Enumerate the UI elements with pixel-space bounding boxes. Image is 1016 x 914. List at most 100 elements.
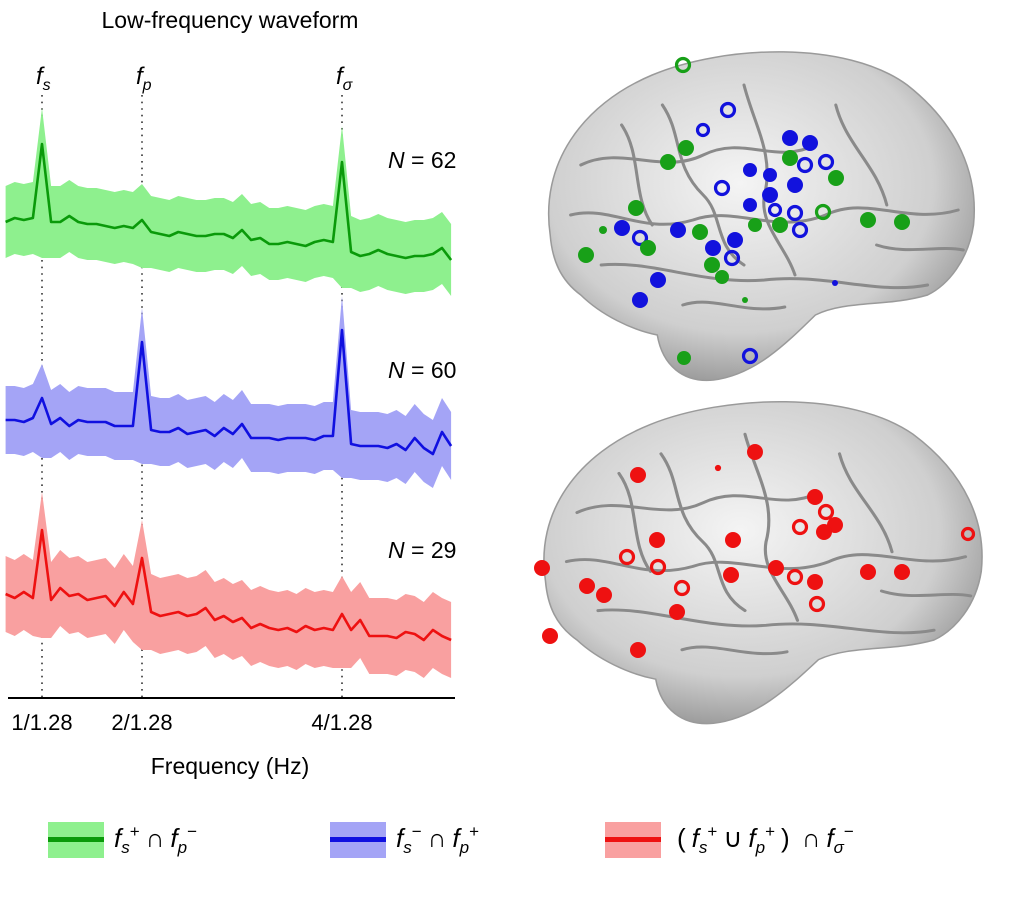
electrode-marker-filled	[704, 257, 720, 273]
brain-renderings	[534, 51, 983, 725]
brain-sulcus	[837, 452, 894, 554]
confidence-band	[5, 492, 452, 678]
brain-top	[548, 51, 975, 382]
electrode-marker-filled	[743, 198, 757, 212]
electrode-marker-ring	[673, 579, 691, 597]
electrode-marker-ring	[796, 156, 814, 174]
confidence-band	[5, 108, 452, 296]
brain-sulcus	[875, 243, 965, 252]
electrode-marker-ring	[674, 56, 692, 74]
electrode-marker-filled	[578, 247, 594, 263]
sample-size-label: N = 29	[388, 537, 456, 563]
electrode-marker-ring	[713, 179, 731, 197]
electrode-marker-filled	[743, 163, 757, 177]
electrode-marker-filled	[763, 168, 777, 182]
electrode-marker-ring	[719, 101, 737, 119]
legend-swatch	[605, 822, 661, 858]
electrode-marker-filled	[742, 297, 748, 303]
electrode-marker-ring	[817, 153, 835, 171]
electrode-marker-ring	[618, 548, 636, 566]
x-tick-label: 2/1.28	[111, 710, 172, 735]
electrode-marker-filled	[705, 240, 721, 256]
electrode-marker-ring	[631, 229, 649, 247]
electrode-marker-ring	[649, 558, 667, 576]
electrode-marker-filled	[782, 150, 798, 166]
electrode-marker-filled	[678, 140, 694, 156]
brain-sulcus	[569, 206, 960, 226]
electrode-marker-filled	[772, 217, 788, 233]
reference-line-subscript: s	[43, 77, 51, 94]
electrode-marker-filled	[807, 489, 823, 505]
electrode-marker-filled	[725, 532, 741, 548]
electrode-marker-filled	[692, 224, 708, 240]
reference-line-label: fp	[136, 63, 152, 94]
electrode-marker-ring	[791, 221, 809, 239]
brain-sulcus	[599, 262, 930, 290]
electrode-marker-filled	[632, 292, 648, 308]
electrode-marker-filled	[787, 177, 803, 193]
series-panel: N = 29	[5, 492, 456, 678]
reference-line-subscript: σ	[343, 77, 354, 94]
electrode-marker-ring	[723, 249, 741, 267]
legend-swatch	[48, 822, 104, 858]
electrode-marker-filled	[599, 226, 607, 234]
brain-sulcus	[596, 608, 936, 635]
electrode-marker-filled	[534, 560, 550, 576]
electrode-marker-filled	[669, 604, 685, 620]
electrode-marker-filled	[860, 564, 876, 580]
brain-sulcus	[579, 143, 817, 167]
electrode-marker-filled	[727, 232, 743, 248]
electrode-marker-filled	[765, 188, 775, 198]
sample-size-label: N = 62	[388, 147, 456, 173]
electrode-marker-ring	[695, 122, 711, 138]
electrode-marker-filled	[640, 240, 656, 256]
chart-title: Low-frequency waveform	[102, 7, 359, 33]
x-tick-label: 4/1.28	[311, 710, 372, 735]
electrode-marker-filled	[802, 135, 818, 151]
electrode-marker-ring	[741, 347, 759, 365]
electrode-marker-filled	[747, 444, 763, 460]
legend-label: fs− ∩ fp+	[396, 822, 479, 857]
reference-line-subscript: p	[142, 77, 152, 94]
brain-sulcus	[617, 471, 653, 573]
mean-line	[5, 528, 452, 642]
mean-line	[5, 142, 453, 261]
legend-item: (fs+ ∪ fp+) ∩ fσ−	[605, 822, 854, 858]
series-panels: N = 62 N = 60 N = 29	[5, 108, 456, 678]
brain-sulcus	[660, 103, 746, 267]
electrode-marker-filled	[860, 212, 876, 228]
electrode-marker-filled	[677, 351, 691, 365]
electrode-marker-ring	[791, 518, 809, 536]
electrode-marker-filled	[894, 564, 910, 580]
brain-sulcus	[620, 123, 654, 227]
legend-label: (fs+ ∪ fp+) ∩ fσ−	[677, 822, 854, 857]
electrode-marker-filled	[579, 578, 595, 594]
legend-label: fs+ ∩ fp−	[114, 822, 197, 857]
series-panel: N = 60	[5, 296, 456, 488]
brain-sulcus	[743, 432, 800, 622]
electrode-marker-ring	[767, 202, 783, 218]
electrode-marker-filled	[723, 567, 739, 583]
electrode-marker-ring	[808, 595, 826, 613]
brain-sulcus	[575, 491, 821, 515]
brain-sulcus	[834, 103, 889, 207]
reference-line-label: fσ	[336, 63, 354, 94]
electrode-marker-ring	[817, 503, 835, 521]
reference-line-label: fs	[36, 63, 51, 94]
brain-sulcus	[681, 300, 787, 311]
brain-sulcus	[564, 553, 968, 573]
brain-sulcus	[879, 589, 973, 598]
electrode-marker-filled	[782, 130, 798, 146]
legend-item: fs+ ∩ fp−	[48, 822, 197, 858]
electrode-marker-ring	[960, 526, 976, 542]
electrode-marker-filled	[596, 587, 612, 603]
x-ticks: 1/1.28 2/1.28 4/1.28	[11, 710, 372, 735]
electrode-marker-filled	[768, 560, 784, 576]
electrode-marker-filled	[715, 270, 729, 284]
electrode-marker-filled	[628, 200, 644, 216]
electrode-marker-filled	[894, 214, 910, 230]
legend-item: fs− ∩ fp+	[330, 822, 479, 858]
electrode-marker-filled	[542, 628, 558, 644]
electrode-marker-filled	[649, 532, 665, 548]
